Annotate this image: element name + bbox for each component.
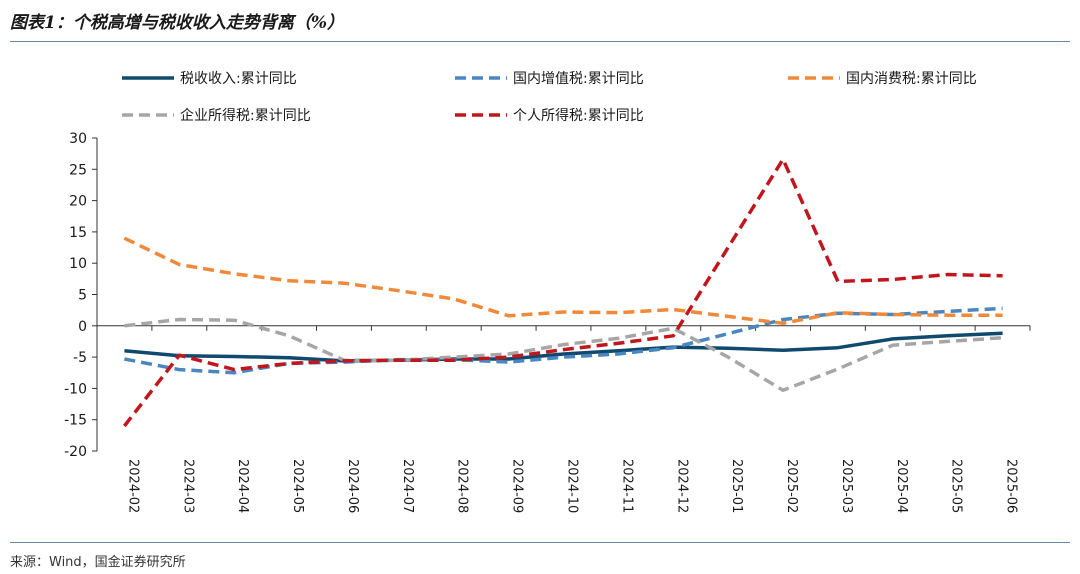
series-line-企业所得税:累计同比 [124,317,1003,393]
series-line-国内消费税:累计同比 [123,236,1003,326]
y-axis: -20 -15 -10 -5 0 5 10 15 20 25 30 [64,131,98,460]
x-tick-label: 2024-08 [455,459,470,513]
x-tick-label: 2025-05 [949,459,964,513]
y-tick-label: -20 [64,444,87,460]
x-tick-label: 2025-04 [894,459,909,513]
y-tick-label: 15 [69,225,87,241]
x-tick-label: 2025-02 [784,459,799,513]
chart-title: 图表1：个税高增与税收收入走势背离（%） [10,13,344,33]
y-tick-label: -10 [64,381,87,397]
x-tick-label: 2024-11 [619,459,634,513]
y-tick-label: 25 [69,162,87,178]
x-tick-label: 2024-03 [180,459,195,513]
x-tick-label: 2024-05 [290,459,305,513]
y-tick-label: 30 [69,131,87,147]
y-tick-label: -15 [64,413,87,429]
y-tick-label: 10 [69,256,87,272]
series-line-个人所得税:累计同比 [123,157,1003,428]
x-tick-label: 2024-10 [565,459,580,513]
series-line-国内增值税:累计同比 [124,306,1003,375]
legend-label: 个人所得税:累计同比 [513,107,644,124]
x-tick-label: 2024-09 [510,459,525,513]
x-tick-label: 2024-04 [235,459,250,513]
series-line-税收收入:累计同比 [124,331,1003,363]
legend-label: 企业所得税:累计同比 [180,107,311,124]
legend-label: 国内增值税:累计同比 [513,71,644,87]
y-tick-label: 0 [78,319,87,335]
series-lines [123,157,1003,428]
legend-label: 国内消费税:累计同比 [846,71,977,87]
legend-label: 税收收入:累计同比 [180,71,297,87]
x-tick-label: 2025-01 [729,459,744,513]
y-tick-label: 5 [78,288,87,304]
x-tick-label: 2024-12 [674,459,689,513]
title-divider [10,41,1070,42]
source-note: 来源：Wind，国金证券研究所 [10,555,186,570]
footer-divider [10,542,1070,543]
y-tick-label: 20 [69,194,87,210]
y-tick-label: -5 [73,350,87,366]
x-axis: 2024-02 2024-03 2024-04 2024-05 2024-06 2024-… [96,325,1031,513]
x-tick-label: 2024-07 [400,459,415,513]
x-tick-label: 2024-06 [345,459,360,513]
x-tick-label: 2024-02 [125,459,140,513]
x-tick-label: 2025-06 [1004,459,1019,513]
x-tick-label: 2025-03 [839,459,854,513]
